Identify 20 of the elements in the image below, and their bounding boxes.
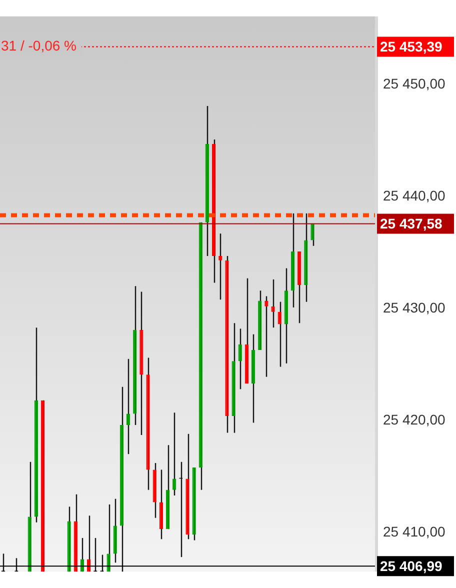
- candlestick: [298, 250, 302, 324]
- candlestick: [278, 301, 282, 368]
- candlestick: [140, 291, 144, 436]
- annotation: 31 / -0,06 %: [1, 38, 76, 54]
- candlestick: [271, 278, 275, 328]
- ref-line-label: 25 406,99: [380, 558, 442, 574]
- candlestick: [218, 232, 222, 300]
- ref-line-label: 25 453,39: [380, 38, 442, 55]
- y-tick-label: 25 440,00: [383, 187, 446, 204]
- candlestick: [172, 412, 176, 496]
- y-tick-label: 25 450,00: [383, 76, 446, 92]
- candlestick: [238, 328, 242, 390]
- candlestick: [106, 504, 110, 572]
- ref-line-label: 25 437,58: [380, 216, 442, 232]
- y-tick-label: 25 410,00: [383, 523, 446, 540]
- candlestick: [310, 223, 314, 246]
- y-tick-label: 25 420,00: [383, 411, 446, 428]
- y-tick-label: 25 430,00: [383, 299, 446, 316]
- candlestick: [264, 296, 268, 378]
- candlestick: [126, 358, 130, 455]
